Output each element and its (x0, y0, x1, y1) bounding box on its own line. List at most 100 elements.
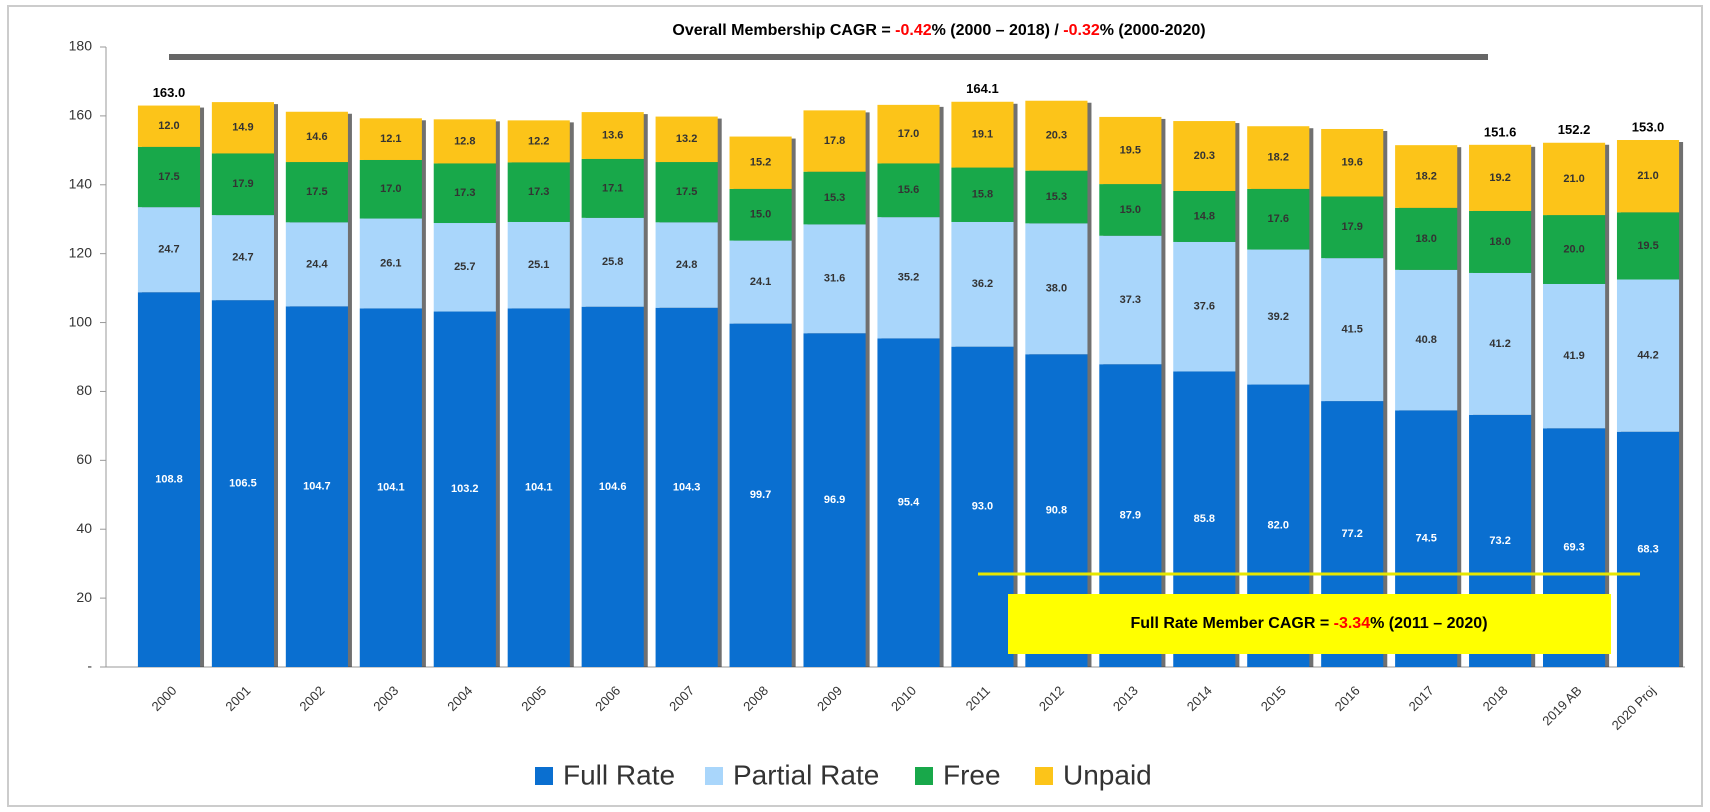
data-label: 12.8 (454, 135, 475, 147)
x-tick-label: 2010 (888, 683, 919, 714)
data-label: 25.7 (454, 261, 475, 273)
data-label: 44.2 (1637, 350, 1658, 362)
bar-segment (581, 217, 644, 307)
y-tick-label: 20 (76, 589, 92, 605)
x-tick-label: 2005 (518, 683, 549, 714)
data-label: 18.0 (1489, 236, 1510, 248)
data-label: 93.0 (972, 501, 993, 513)
annotation-box (1008, 594, 1611, 654)
x-tick-label: 2011 (963, 683, 993, 713)
bar-segment (285, 111, 348, 163)
data-label: 41.9 (1563, 350, 1584, 362)
bar-segment (1247, 249, 1310, 385)
x-tick-label: 2002 (296, 683, 327, 714)
data-label: 19.2 (1489, 172, 1510, 184)
data-label: 77.2 (1342, 528, 1363, 540)
data-label: 69.3 (1563, 542, 1584, 554)
bar-segment (877, 163, 940, 218)
bar-segment (1543, 215, 1606, 284)
data-label: 106.5 (229, 477, 257, 489)
y-tick-label: 180 (69, 38, 93, 54)
title-part: Overall Membership CAGR = (672, 22, 895, 39)
bar-segment (507, 308, 570, 667)
y-tick-label: 140 (69, 175, 93, 191)
bar-segment (803, 333, 866, 667)
legend-label: Partial Rate (733, 759, 879, 790)
bar-segment (1543, 142, 1606, 216)
title-part: -0.32 (1063, 22, 1100, 39)
bar-segment (285, 222, 348, 307)
data-label: 18.0 (1415, 233, 1436, 245)
bar-segment (211, 102, 274, 154)
x-tick-label: 2019 AB (1539, 683, 1584, 728)
bar-segment (1173, 121, 1236, 191)
data-label: 108.8 (155, 474, 183, 486)
data-label: 14.8 (1194, 210, 1215, 222)
bar-segment (877, 104, 940, 164)
bar-segment (1321, 258, 1384, 402)
bar-segment (359, 159, 422, 219)
bar-segment (729, 136, 792, 189)
bar-segment (1025, 170, 1088, 224)
data-label: 35.2 (898, 272, 919, 284)
bar-segment (1543, 283, 1606, 429)
bar-segment (1247, 188, 1310, 250)
bar-segment (1616, 431, 1680, 667)
data-label: 17.9 (1342, 221, 1363, 233)
data-label: 17.5 (306, 186, 327, 198)
bar-segment (137, 292, 201, 667)
bar-segment (1395, 207, 1458, 270)
data-label: 104.1 (525, 482, 553, 494)
data-label: 103.2 (451, 483, 479, 495)
bar-segment (359, 308, 422, 667)
data-label: 24.8 (676, 259, 697, 271)
bar-segment (507, 120, 570, 163)
x-tick-label: 2001 (222, 683, 253, 714)
bar-segment (137, 105, 201, 147)
data-label: 15.8 (972, 189, 993, 201)
total-label: 152.2 (1558, 122, 1591, 137)
x-tick-label: 2000 (148, 683, 179, 714)
bar-segment (433, 119, 496, 164)
data-label: 24.7 (158, 244, 179, 256)
data-label: 17.5 (158, 171, 179, 183)
bar-segment (1469, 272, 1532, 415)
data-label: 20.3 (1194, 150, 1215, 162)
data-label: 17.1 (602, 182, 623, 194)
bar-segment (211, 300, 274, 667)
x-tick-label: 2004 (444, 683, 475, 714)
data-label: 31.6 (824, 273, 845, 285)
data-label: 12.0 (158, 120, 179, 132)
annotation-part: Full Rate Member CAGR = (1130, 615, 1333, 632)
title-part: -0.42 (895, 22, 932, 39)
data-label: 17.3 (528, 186, 549, 198)
bar-segment (1616, 212, 1680, 280)
chart-frame (7, 5, 1703, 807)
bar-segment (1099, 184, 1162, 236)
bar-segment (877, 217, 940, 339)
bar-segment (285, 162, 348, 223)
data-label: 41.5 (1342, 324, 1363, 336)
bar-segment (1099, 116, 1162, 185)
legend-label: Unpaid (1063, 759, 1152, 790)
bar-segment (1616, 140, 1680, 213)
data-label: 36.2 (972, 278, 993, 290)
bar-segment (1321, 128, 1384, 197)
data-label: 90.8 (1046, 505, 1067, 517)
bar-segment (951, 167, 1014, 222)
bar-segment (359, 218, 422, 309)
data-label: 17.0 (380, 183, 401, 195)
data-label: 13.2 (676, 133, 697, 145)
legend-swatch (535, 767, 553, 785)
data-label: 14.9 (232, 122, 253, 134)
bar-segment (433, 163, 496, 224)
y-tick-label: 40 (76, 520, 92, 536)
data-label: 17.9 (232, 178, 253, 190)
bar-segment (285, 306, 348, 667)
legend-label: Full Rate (563, 759, 675, 790)
bar-segment (211, 153, 274, 216)
bar-segment (655, 222, 718, 308)
data-label: 24.4 (306, 258, 328, 270)
data-label: 39.2 (1268, 311, 1289, 323)
